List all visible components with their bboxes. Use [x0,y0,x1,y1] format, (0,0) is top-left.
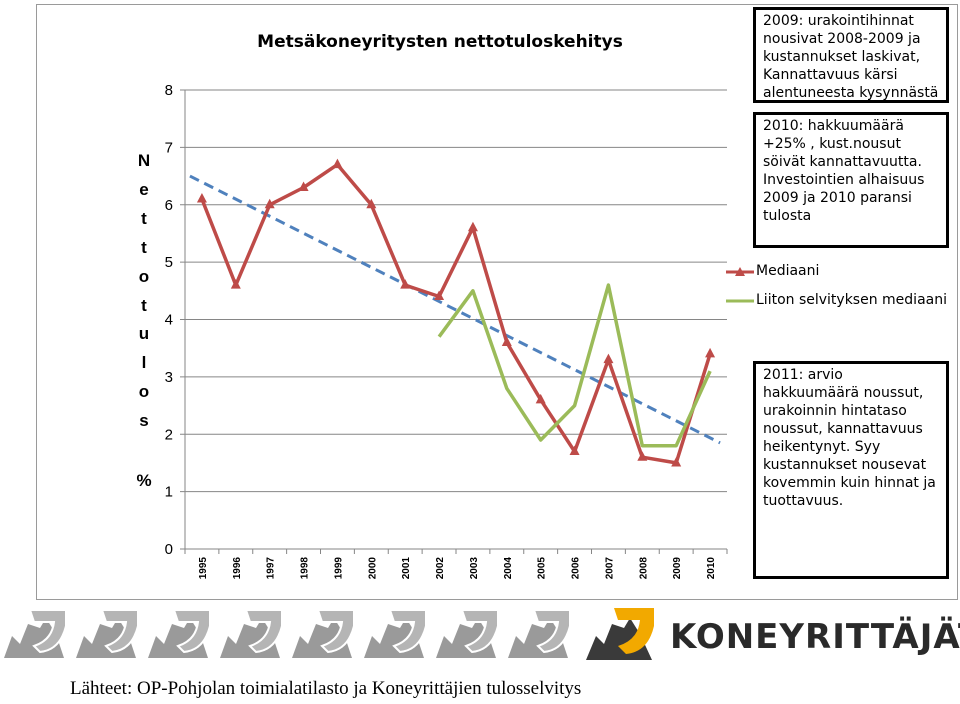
xtick-label-2009: 2009 [672,557,683,580]
ylabel-letter-6: u [139,324,149,343]
gear-icon [244,609,283,654]
ytick-label-3: 3 [165,369,173,386]
xtick-label-1996: 1996 [232,557,243,580]
ylabel-letter-5: t [141,296,147,315]
note-2009: 2009: urakointihinnat nousivat 2008-2009… [753,7,949,103]
gear-icon [76,609,139,658]
gear-icon [436,609,499,658]
ytick-label-5: 5 [165,254,173,271]
ylabel-letter-1: e [139,180,148,199]
chart-title: Metsäkoneyritysten nettotuloskehitys [257,32,623,52]
point-mediaani-2005 [535,393,546,404]
series-line-mediaani [200,162,712,465]
note-2010: 2010: hakkuumäärä +25% , kust.nousut söi… [753,112,949,248]
gear-icon [100,609,139,654]
gear-icon [148,609,211,658]
ytick-label-0: 0 [165,541,173,558]
point-mediaani-2008 [637,451,648,461]
gear-icon [172,609,211,654]
gear-icon [508,609,571,658]
note-2011: 2011: arvio hakkuumäärä noussut, urakoin… [753,361,949,579]
gear-icon [316,609,355,654]
point-mediaani-1995 [196,193,207,203]
legend-swatch-mediaani [726,267,754,276]
point-mediaani-1999 [332,158,343,169]
brand-accent-icon [614,608,654,654]
gear-icon [292,609,355,658]
xtick-label-2002: 2002 [435,557,446,580]
ytick-label-2: 2 [165,426,173,443]
xtick-label-2007: 2007 [604,557,615,580]
ylabel-letter-0: N [138,151,150,170]
trendline [189,174,721,445]
legend-swatch-liiton [726,299,754,303]
gear-icon [460,609,499,654]
point-mediaani-2003 [467,221,478,232]
gear-icon [220,609,283,658]
ylabel-unit: % [136,471,151,490]
series-line-liiton [437,283,712,448]
xtick-label-2004: 2004 [503,557,514,580]
xtick-label-2003: 2003 [469,557,480,580]
xtick-label-1995: 1995 [198,557,209,580]
xtick-label-1997: 1997 [266,557,277,580]
legend-label-mediaani: Mediaani [756,263,820,279]
point-mediaani-1997 [264,198,275,209]
brand-name: KONEYRITTÄJÄT [670,617,960,657]
xtick-label-2001: 2001 [401,557,412,580]
xtick-label-2008: 2008 [638,557,649,580]
ylabel-letter-7: l [142,353,147,372]
gear-icon [28,609,67,654]
point-mediaani-2007 [603,353,614,364]
point-mediaani-2006 [569,445,580,455]
gear-icon [532,609,571,654]
ytick-label-7: 7 [165,139,173,156]
point-mediaani-2001 [400,279,411,289]
xtick-label-2005: 2005 [537,557,548,580]
point-mediaani-2010 [705,347,716,358]
xtick-label-1999: 1999 [333,557,344,580]
gear-icon [4,609,67,658]
xtick-label-1998: 1998 [300,557,311,580]
point-mediaani-2002 [434,290,445,301]
xtick-label-2000: 2000 [367,557,378,580]
point-mediaani-1996 [230,279,241,289]
ytick-label-6: 6 [165,197,173,214]
ylabel-letter-8: o [139,382,149,401]
ytick-label-4: 4 [165,312,173,329]
point-mediaani-1998 [298,181,309,192]
legend-label-liiton: Liiton selvityksen mediaani [756,292,947,308]
ytick-label-1: 1 [165,484,173,501]
brand-logo-icon [586,608,654,660]
ylabel-letter-9: s [139,411,148,430]
ytick-label-8: 8 [165,82,173,99]
point-mediaani-2004 [501,336,512,346]
xtick-label-2006: 2006 [571,557,582,580]
point-mediaani-2009 [671,456,682,467]
xtick-label-2010: 2010 [706,557,717,580]
gear-icon [364,609,427,658]
gear-icon [388,609,427,654]
source-text: Lähteet: OP-Pohjolan toimialatilasto ja … [70,678,582,699]
point-mediaani-2000 [366,198,377,209]
ylabel-letter-3: t [141,238,147,257]
ylabel-letter-4: o [139,267,149,286]
ylabel-letter-2: t [141,209,147,228]
